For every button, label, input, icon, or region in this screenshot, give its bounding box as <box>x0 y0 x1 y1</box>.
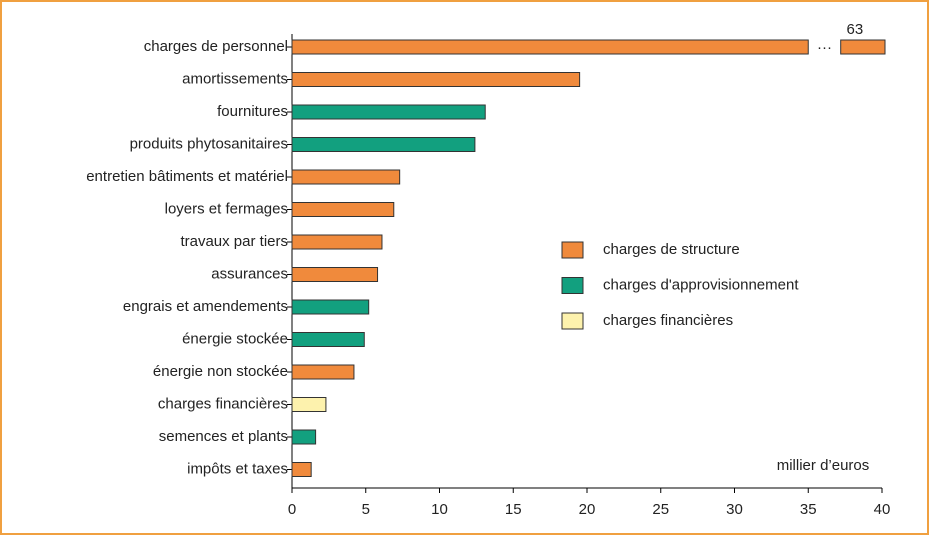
y-tick-label: produits phytosanitaires <box>130 135 288 152</box>
x-tick-label: 10 <box>431 501 448 518</box>
y-tick-label: amortissements <box>182 70 288 87</box>
bar <box>291 299 370 315</box>
bar <box>291 72 581 87</box>
y-tick-label: charges de personnel <box>144 38 288 55</box>
y-tick-label: énergie stockée <box>182 330 288 347</box>
bar <box>291 169 401 185</box>
bar-continuation <box>840 39 886 55</box>
bar <box>291 429 317 445</box>
legend-label: charges de structure <box>603 241 740 258</box>
y-tick-label: impôts et taxes <box>187 460 288 477</box>
y-tick-label: loyers et fermages <box>165 200 288 217</box>
bar <box>291 462 312 477</box>
break-dots: ··· <box>817 39 832 56</box>
y-tick-label: charges financières <box>158 395 288 412</box>
y-tick-label: semences et plants <box>159 428 288 445</box>
y-tick-label: fournitures <box>217 103 288 120</box>
x-tick-label: 20 <box>579 501 596 518</box>
x-tick-label: 0 <box>288 501 296 518</box>
bar <box>291 332 365 347</box>
x-tick-label: 40 <box>874 501 891 518</box>
bar <box>291 39 809 55</box>
y-tick-label: énergie non stockée <box>153 363 288 380</box>
legend-label: charges financières <box>603 312 733 329</box>
x-tick-label: 15 <box>505 501 522 518</box>
legend-label: charges d'approvisionnement <box>603 276 799 293</box>
bar <box>291 104 486 120</box>
value-label: 63 <box>847 21 864 38</box>
legend-swatch <box>561 312 584 330</box>
y-tick-label: travaux par tiers <box>180 233 288 250</box>
x-axis-label: millier d’euros <box>777 457 870 474</box>
bar <box>291 267 379 282</box>
y-tick-label: entretien bâtiments et matériel <box>86 168 288 185</box>
y-tick-label: assurances <box>211 265 288 282</box>
bar <box>291 364 355 380</box>
bar <box>291 397 327 412</box>
bar <box>291 202 395 217</box>
x-tick-label: 35 <box>800 501 817 518</box>
x-tick-label: 25 <box>652 501 669 518</box>
x-tick-label: 5 <box>362 501 370 518</box>
x-tick-label: 30 <box>726 501 743 518</box>
y-tick-label: engrais et amendements <box>123 298 288 315</box>
legend-swatch <box>561 241 584 259</box>
bar <box>291 234 383 250</box>
legend-swatch <box>561 277 584 294</box>
bar <box>291 137 476 152</box>
